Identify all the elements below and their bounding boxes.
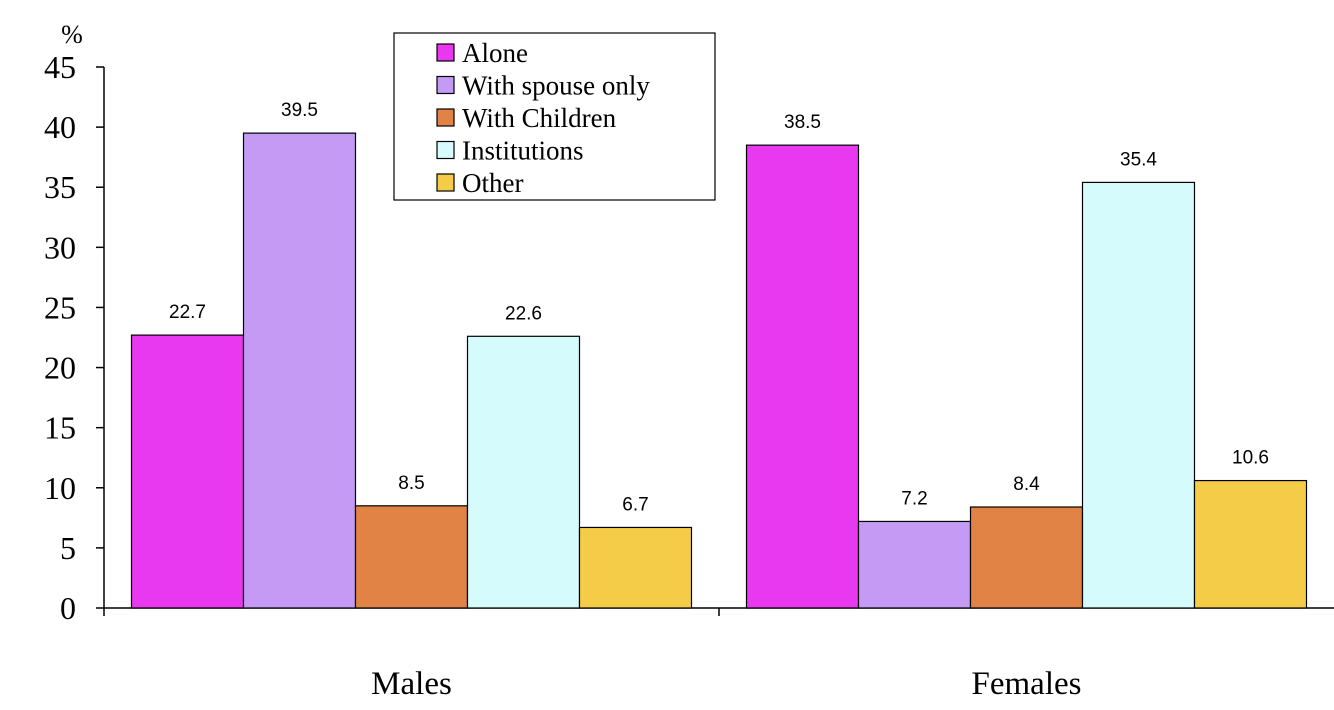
y-tick-label: 25 [44, 289, 76, 325]
y-tick-label: 20 [44, 350, 76, 386]
legend-swatch [436, 43, 455, 62]
y-tick-label: 10 [44, 470, 76, 506]
category-label-females: Females [972, 666, 1082, 702]
y-axis-ticks: 0 5 10 15 20 25 30 35 40 45 [44, 49, 104, 626]
y-tick-label: 35 [44, 169, 76, 205]
data-label: 8.4 [1013, 474, 1040, 495]
y-tick-label: 5 [60, 530, 76, 566]
bar-institutions-females [1081, 181, 1196, 609]
data-label: 35.4 [1120, 149, 1157, 170]
bar-alone-males [130, 334, 245, 609]
legend-entry-label: Institutions [462, 136, 584, 166]
bar-with-children-males [354, 505, 469, 609]
legend-swatch [436, 140, 455, 160]
data-label: 39.5 [281, 100, 318, 121]
bar-other-females [1193, 479, 1308, 609]
y-tick-label: 0 [60, 590, 76, 626]
data-label: 8.5 [398, 473, 424, 494]
legend-entry-label: With spouse only [462, 71, 650, 101]
legend-swatch [436, 173, 455, 192]
bar-with-children-females [969, 506, 1084, 609]
legend-swatch [436, 75, 455, 95]
bar-with-spouse-only-males [242, 132, 357, 609]
y-tick-label: 45 [44, 49, 76, 85]
category-label-males: Males [371, 666, 452, 702]
data-labels: 22.7 39.5 8.5 22.6 6.7 38.5 7.2 8.4 35.4 10.6 [169, 100, 1269, 515]
data-label: 22.7 [169, 302, 206, 323]
legend-swatch [436, 108, 455, 127]
bar-with-spouse-only-females [857, 520, 972, 609]
bar-institutions-males [466, 335, 581, 609]
data-label: 38.5 [784, 112, 821, 133]
data-label: 7.2 [901, 488, 927, 509]
bars [130, 132, 1308, 609]
data-label: 10.6 [1232, 448, 1269, 469]
data-label: 22.6 [505, 303, 542, 324]
y-axis-unit-label: % [61, 20, 83, 49]
legend-entry-label: Alone [462, 38, 528, 68]
data-label: 6.7 [622, 494, 648, 515]
x-axis-ticks [103, 608, 720, 616]
y-tick-label: 40 [44, 109, 76, 145]
y-tick-label: 30 [44, 229, 76, 265]
legend-entry-label: With Children [462, 103, 617, 133]
y-tick-label: 15 [44, 410, 76, 446]
bar-alone-females [745, 144, 860, 609]
bar-other-males [578, 526, 693, 609]
category-labels: Males Females [371, 666, 1081, 702]
legend-entry-label: Other [462, 168, 523, 198]
